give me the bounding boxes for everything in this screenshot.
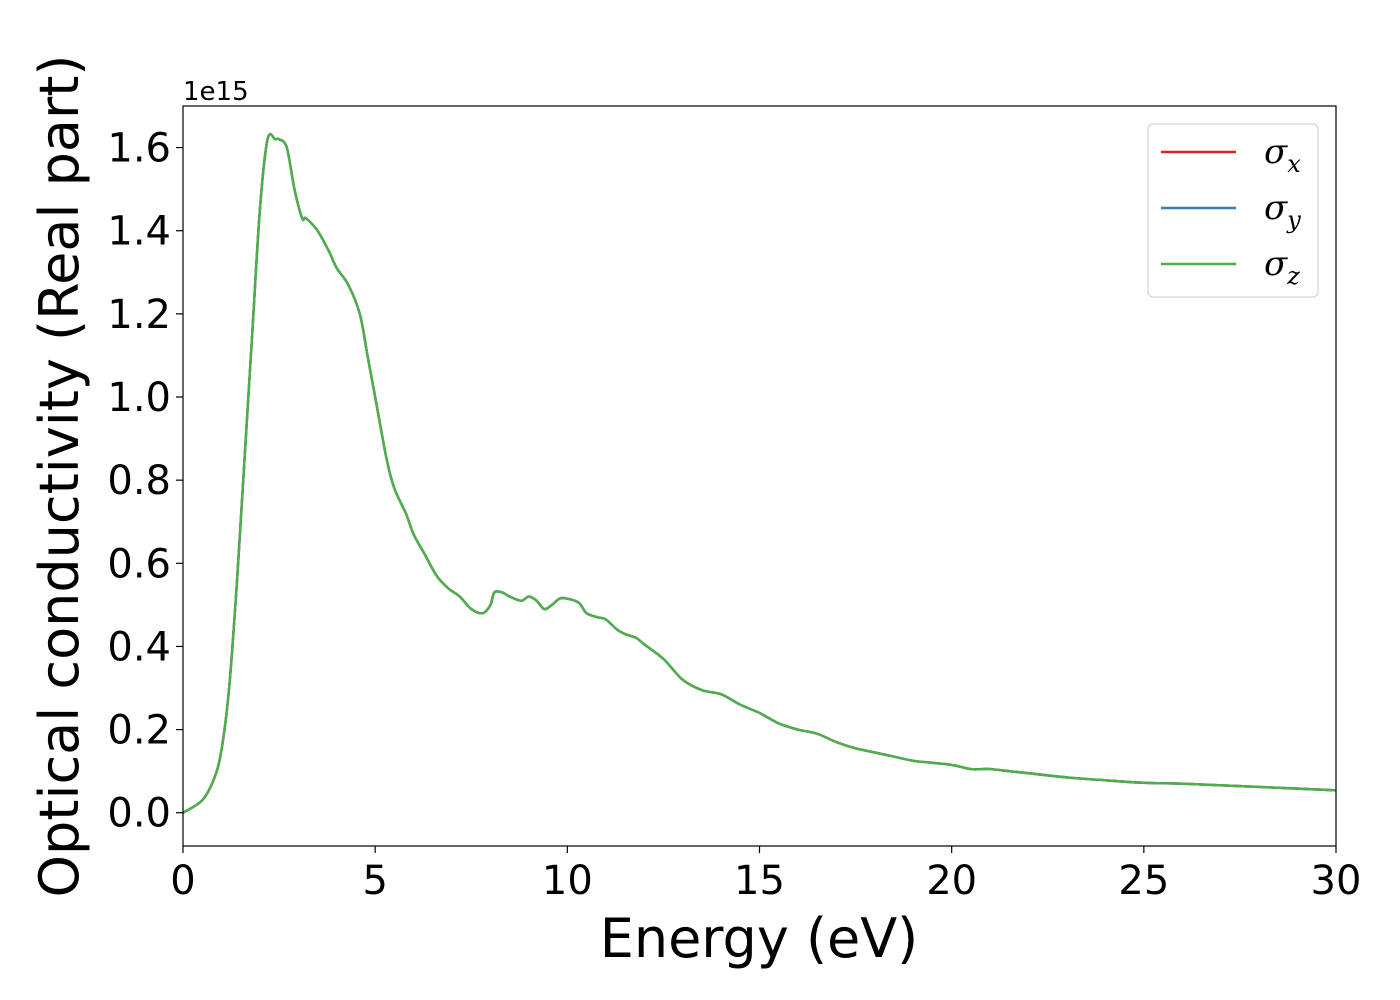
legend-label-y: σy xyxy=(1264,188,1301,234)
legend-label-z: σz xyxy=(1264,244,1300,290)
y-axis-ticks: 0.0 0.2 0.4 0.6 0.8 1.0 1.2 1.4 1.6 xyxy=(107,126,183,837)
x-axis-label: Energy (eV) xyxy=(600,907,919,970)
y-tick-label: 1.4 xyxy=(107,209,171,255)
plot-area xyxy=(183,132,1336,814)
x-tick-label: 5 xyxy=(362,858,387,904)
x-tick-label: 30 xyxy=(1311,858,1362,904)
y-tick-label: 0.2 xyxy=(107,708,171,754)
y-tick-label: 0.8 xyxy=(107,458,171,504)
y-axis-offset-label: 1e15 xyxy=(183,77,249,107)
legend-label-x: σx xyxy=(1264,132,1301,178)
y-tick-label: 1.6 xyxy=(107,126,171,172)
y-tick-label: 0.4 xyxy=(107,624,171,670)
y-tick-label: 0.6 xyxy=(107,541,171,587)
x-tick-label: 10 xyxy=(542,858,593,904)
y-tick-label: 1.2 xyxy=(107,292,171,338)
legend: σx σy σz xyxy=(1147,123,1319,298)
legend-box xyxy=(1147,123,1319,298)
y-axis-label: Optical conductivity (Real part) xyxy=(28,55,91,898)
y-tick-label: 0.0 xyxy=(107,791,171,837)
x-axis-ticks: 0 5 10 15 20 25 30 xyxy=(170,846,1361,904)
x-tick-label: 0 xyxy=(170,858,195,904)
x-tick-label: 15 xyxy=(734,858,785,904)
y-tick-label: 1.0 xyxy=(107,375,171,421)
x-tick-label: 20 xyxy=(926,858,977,904)
series-line-z xyxy=(183,132,1336,814)
x-tick-label: 25 xyxy=(1118,858,1169,904)
